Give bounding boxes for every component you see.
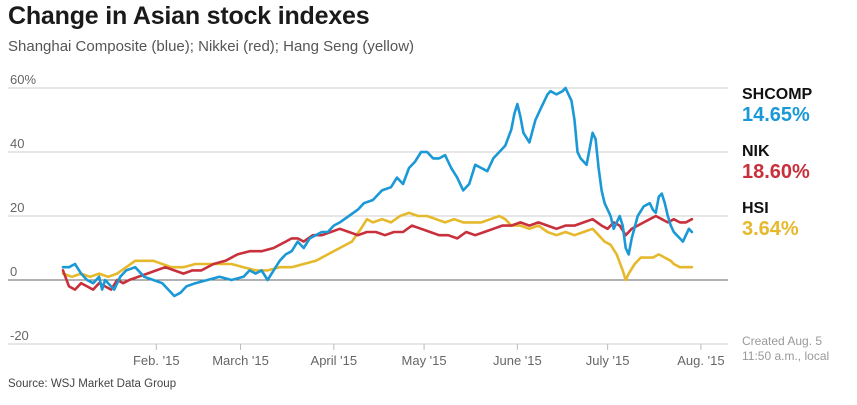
series-line-shcomp — [61, 86, 694, 298]
legend-hsi: HSI 3.64% — [742, 200, 799, 240]
source-credit: Source: WSJ Market Data Group — [8, 378, 177, 390]
legend-shcomp-symbol: SHCOMP — [742, 86, 813, 103]
legend-shcomp-value: 14.65% — [742, 104, 810, 126]
legend-nik-symbol: NIK — [742, 143, 770, 160]
created-note: Created Aug. 5 11:50 a.m., local — [742, 334, 829, 364]
series-line-hsi — [61, 211, 694, 282]
x-tick-label: May '15 — [402, 353, 447, 368]
legend-nik: NIK 18.60% — [742, 143, 810, 183]
legend-hsi-value: 3.64% — [742, 218, 799, 240]
x-tick-label: April '15 — [311, 353, 358, 368]
x-tick-label: Aug. '15 — [677, 353, 724, 368]
y-tick-label: 0 — [10, 264, 17, 279]
legend-nik-value: 18.60% — [742, 161, 810, 183]
legend-hsi-symbol: HSI — [742, 200, 769, 217]
x-tick-label: June '15 — [493, 353, 542, 368]
y-tick-label: 40 — [10, 136, 24, 151]
created-time: 11:50 a.m., local — [742, 349, 830, 363]
series-line-nik — [61, 214, 694, 291]
x-tick-label: March '15 — [212, 353, 269, 368]
chart-title: Change in Asian stock indexes — [8, 2, 370, 30]
legend-shcomp: SHCOMP 14.65% — [742, 86, 812, 126]
y-tick-label: 20 — [10, 200, 24, 215]
x-tick-label: July '15 — [586, 353, 630, 368]
y-tick-label: -20 — [10, 328, 29, 343]
x-tick-label: Feb. '15 — [133, 353, 180, 368]
created-date: Created Aug. 5 — [742, 334, 823, 348]
chart-subtitle: Shanghai Composite (blue); Nikkei (red);… — [8, 38, 415, 55]
y-tick-label: 60% — [10, 72, 36, 87]
